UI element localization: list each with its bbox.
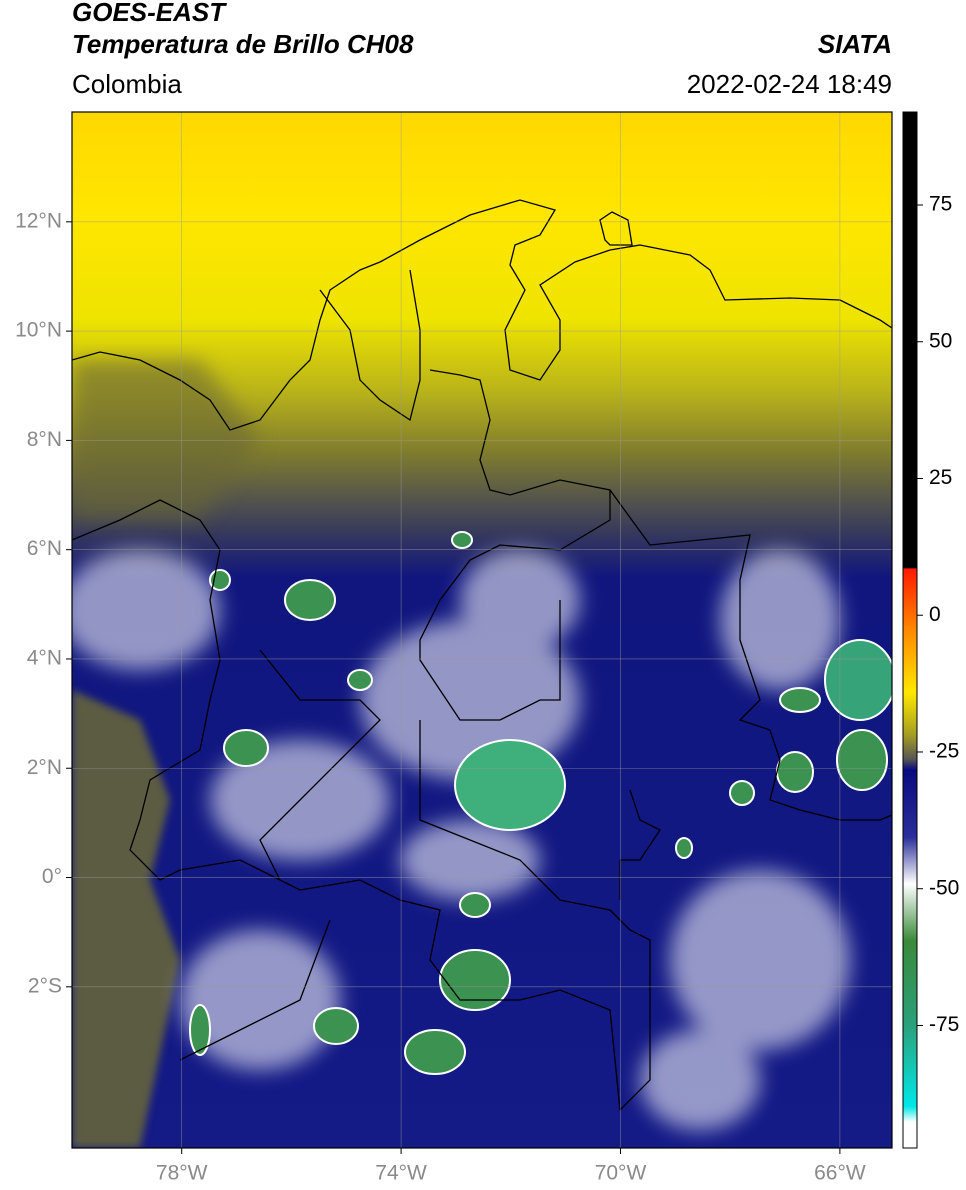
colorbar-tick-label: -75 <box>929 1013 959 1036</box>
colorbar <box>902 111 918 1149</box>
x-tick-label: 66°W <box>814 1162 866 1185</box>
region: Colombia <box>72 69 182 99</box>
title: GOES-EAST <box>72 0 227 27</box>
colorbar-tick-label: 75 <box>929 193 952 216</box>
grid <box>72 112 892 1148</box>
source: SIATA <box>818 29 892 59</box>
axes: 78°W 74°W 70°W 66°W 12°N 10°N 8°N 6°N 4°N 2°N 0° 2°… <box>15 193 959 1185</box>
datetime: 2022-02-24 18:49 <box>687 69 892 99</box>
colorbar-tick-label: 50 <box>929 329 952 352</box>
y-tick-label: 0° <box>42 865 62 888</box>
x-tick-label: 78°W <box>156 1162 208 1185</box>
y-tick-label: 2°S <box>28 974 62 997</box>
y-tick-label: 4°N <box>27 647 62 670</box>
colorbar-tick-label: 0 <box>929 603 941 626</box>
map-frame <box>71 111 893 1149</box>
y-tick-label: 2°N <box>27 756 62 779</box>
colorbar-tick-label: -50 <box>929 876 959 899</box>
x-tick-label: 70°W <box>595 1162 647 1185</box>
y-tick-label: 12°N <box>15 209 62 232</box>
colorbar-tick-label: 25 <box>929 466 952 489</box>
satellite-image <box>72 112 892 1148</box>
x-tick-label: 74°W <box>375 1162 427 1185</box>
y-tick-label: 8°N <box>27 428 62 451</box>
colorbar-tick-label: -25 <box>929 740 959 763</box>
y-tick-label: 6°N <box>27 537 62 560</box>
y-tick-label: 10°N <box>15 319 62 342</box>
subtitle: Temperatura de Brillo CH08 <box>72 29 414 59</box>
